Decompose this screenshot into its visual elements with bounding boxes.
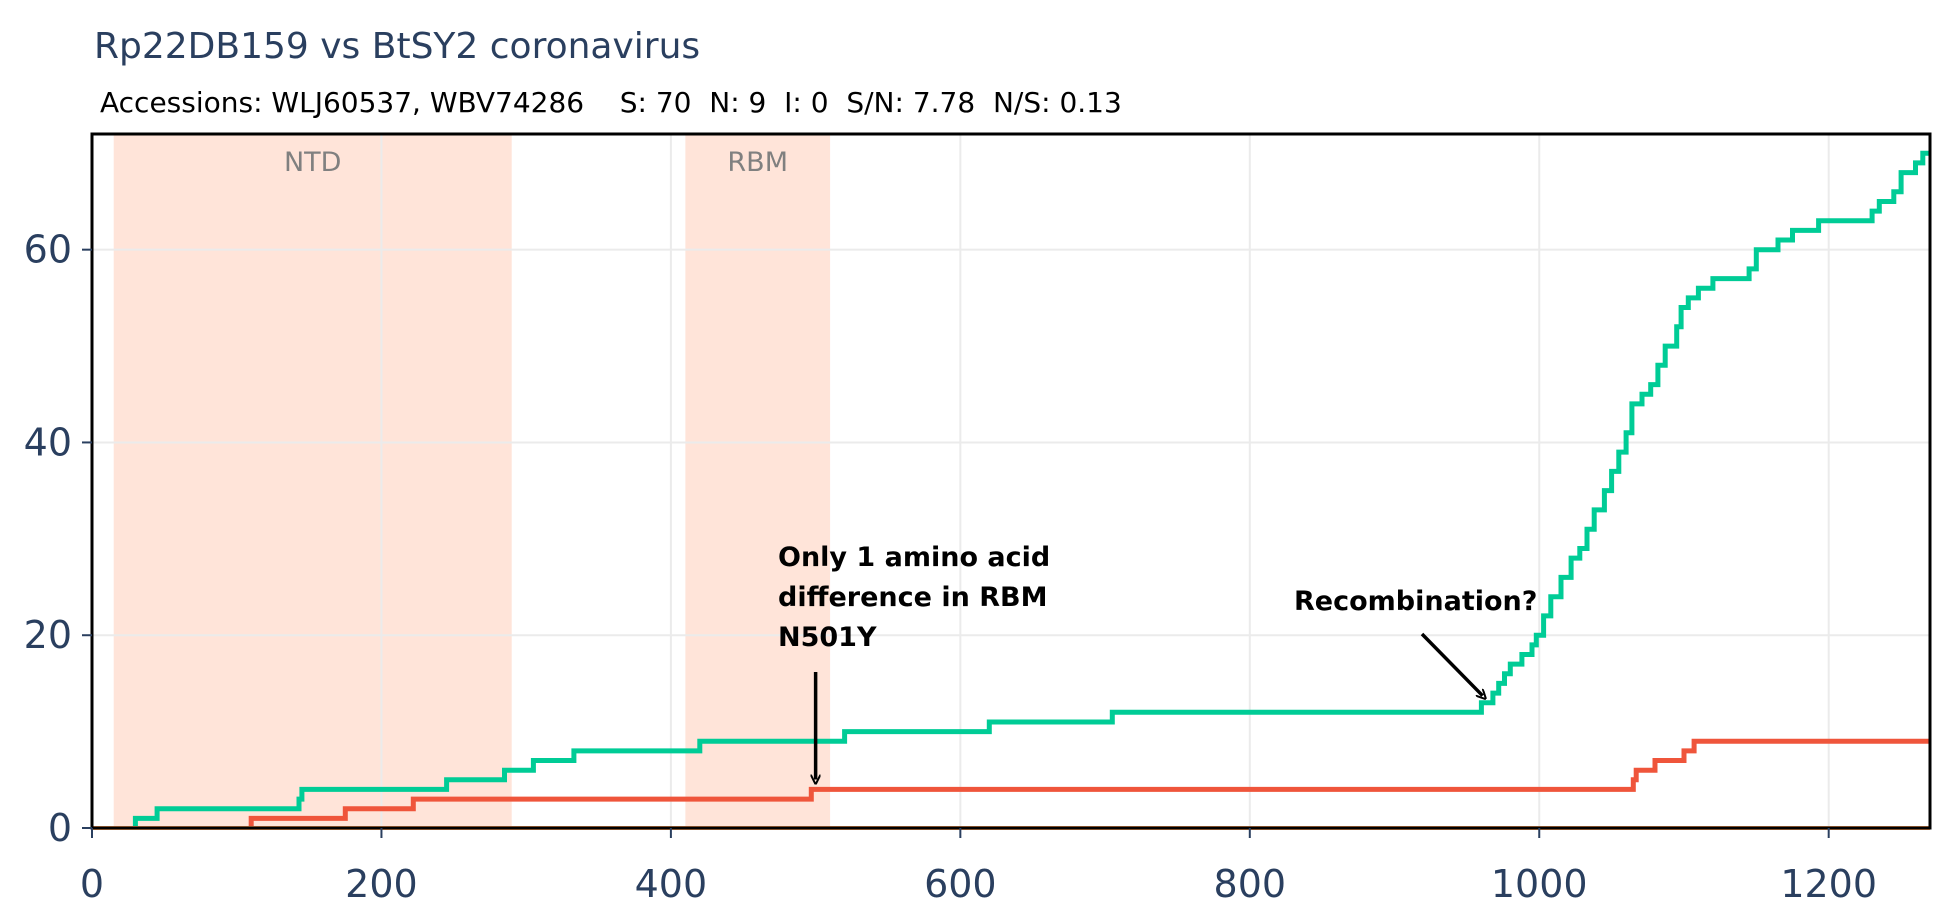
x-tick-label: 400 <box>635 862 708 905</box>
chart-title: Rp22DB159 vs BtSY2 coronavirus <box>94 26 700 67</box>
ticks-layer: 0 200 400 600 800 1000 1200 0 20 40 60 <box>24 228 1877 905</box>
annotation-recombination-arrow <box>1420 632 1483 696</box>
region-label-ntd: NTD <box>284 147 341 178</box>
annotations-layer: Only 1 amino acid difference in RBM N501Y R… <box>778 542 1537 779</box>
series-line-1 <box>132 150 1930 828</box>
annotation-recombination: Recombination? <box>1294 586 1537 617</box>
x-tick-label: 0 <box>80 862 104 905</box>
series-line-2 <box>248 738 1930 828</box>
x-tick-label: 200 <box>345 862 418 905</box>
annotation-rbm-line-1: Only 1 amino acid <box>778 542 1050 573</box>
region-band-rbm <box>685 134 831 828</box>
y-tick-label: 40 <box>24 420 72 464</box>
x-tick-label: 1000 <box>1491 862 1588 905</box>
y-tick-label: 60 <box>24 228 72 272</box>
x-tick-label: 1200 <box>1780 862 1877 905</box>
x-tick-label: 800 <box>1214 862 1287 905</box>
y-tick-label: 20 <box>24 613 72 657</box>
y-tick-label: 0 <box>48 806 72 850</box>
plot-frame <box>90 132 1932 830</box>
chart-subtitle: Accessions: WLJ60537, WBV74286 S: 70 N: … <box>100 86 1122 119</box>
region-label-rbm: RBM <box>727 147 788 178</box>
regions-layer: NTD RBM <box>113 134 831 828</box>
x-tick-label: 600 <box>924 862 997 905</box>
annotation-rbm-line-2: difference in RBM <box>778 582 1047 613</box>
gridlines-layer <box>92 134 1930 828</box>
region-band-ntd <box>113 134 512 828</box>
annotation-rbm-line-3: N501Y <box>778 622 877 653</box>
